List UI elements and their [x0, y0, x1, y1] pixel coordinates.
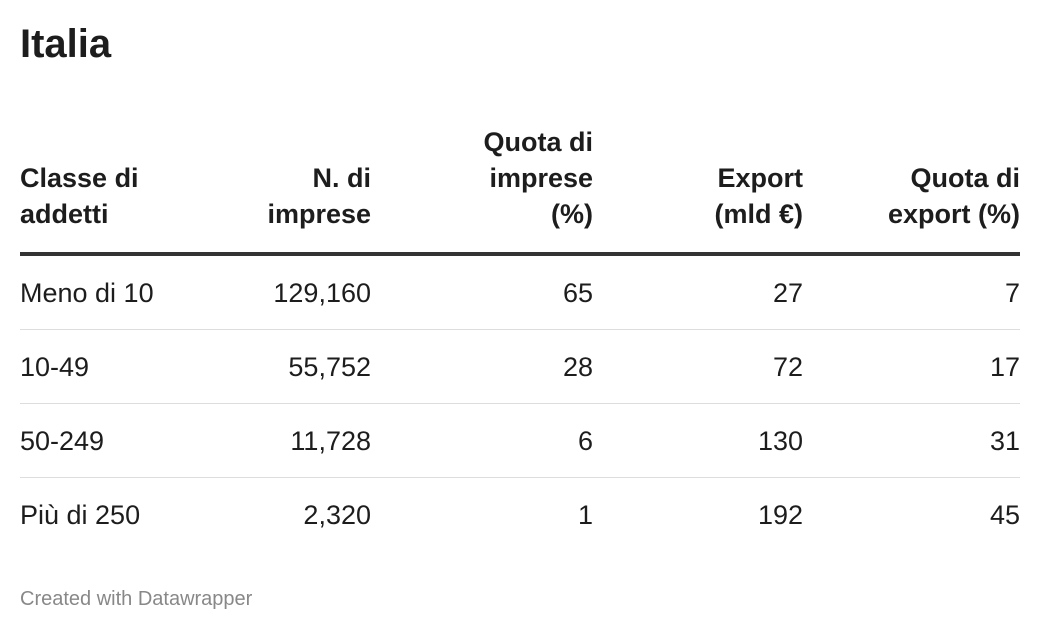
table-cell: 50-249 [20, 403, 200, 478]
table-cell: 72 [593, 329, 803, 404]
table-cell: 129,160 [200, 254, 371, 330]
table-cell: 192 [757, 499, 803, 530]
header-text: N. di imprese [267, 163, 371, 229]
data-table: Classe di addetti N. di imprese Quota di… [20, 124, 1020, 551]
table-cell: 28 [371, 329, 593, 404]
table-cell: 7 [803, 254, 1020, 330]
header-text: Export (mld €) [714, 163, 803, 229]
title: Italia [20, 22, 112, 66]
table-cell: 31 [803, 403, 1020, 478]
table-body: Meno di 10 129,160 65 27 7 10-49 55,752 28 72 17 5… [20, 254, 1020, 551]
header-cell: N. di imprese [200, 124, 371, 256]
footer: Created with Datawrapper [20, 588, 253, 610]
table-cell: 27 [593, 254, 803, 330]
table-cell: 17 [803, 329, 1020, 404]
header-cell: Export (mld €) [593, 124, 803, 256]
table-cell: 6 [371, 403, 593, 478]
table-cell: Più di 250 [20, 499, 141, 530]
header-cell: Classe di addetti [20, 124, 200, 256]
table-cell: 65 [371, 254, 593, 330]
header-text: Quota di imprese (%) [483, 127, 594, 229]
header-text: Quota di export (%) [887, 163, 1020, 229]
table-cell: 130 [593, 403, 803, 478]
header-cell: Quota di imprese (%) [371, 124, 594, 256]
table-cell: 2,320 [303, 499, 371, 530]
table-row: Più di 250 2,320 1 192 45 [20, 478, 1020, 552]
header-text: Classe di addetti [20, 163, 139, 229]
table-cell: Meno di 10 [20, 254, 200, 330]
table-cell: 1 [577, 499, 593, 530]
table-cell: 45 [989, 499, 1020, 530]
table-row: 50-249 11,728 6 130 31 [20, 403, 1020, 478]
header-row: Classe di addetti N. di imprese Quota di… [20, 124, 1020, 256]
table-row: 10-49 55,752 28 72 17 [20, 329, 1020, 404]
header-cell: Quota di export (%) [803, 124, 1020, 256]
table-cell: 10-49 [20, 329, 200, 404]
table-row: Meno di 10 129,160 65 27 7 [20, 254, 1020, 330]
table-cell: 11,728 [200, 403, 371, 478]
table-cell: 55,752 [200, 329, 371, 404]
